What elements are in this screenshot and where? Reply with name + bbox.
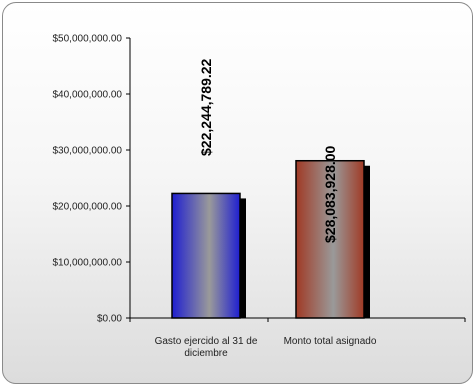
y-tick-label: $40,000,000.00 — [52, 90, 122, 101]
bar — [171, 192, 241, 319]
y-tick-label: $50,000,000.00 — [52, 34, 122, 45]
category-label: Gasto ejercido al 31 de — [155, 336, 258, 347]
y-tick-label: $20,000,000.00 — [52, 202, 122, 213]
category-label: Monto total asignado — [284, 336, 377, 347]
data-label: $28,083,928.00 — [322, 145, 338, 243]
labels-layer: $22,244,789.22 Gasto ejercido al 31 dedic… — [155, 58, 377, 359]
category-label: diciembre — [184, 348, 228, 359]
y-tick-label: $30,000,000.00 — [52, 146, 122, 157]
y-tick-label: $0.00 — [97, 314, 122, 325]
bar-chart: $0.00 $10,000,000.00 $20,000,000.00 $30,000… — [52, 34, 466, 359]
bars-layer — [171, 159, 370, 319]
bar — [295, 159, 365, 319]
y-tick-label: $10,000,000.00 — [52, 258, 122, 269]
axis-layer: $0.00 $10,000,000.00 $20,000,000.00 $30,000… — [52, 34, 466, 325]
data-label: $22,244,789.22 — [198, 58, 214, 156]
